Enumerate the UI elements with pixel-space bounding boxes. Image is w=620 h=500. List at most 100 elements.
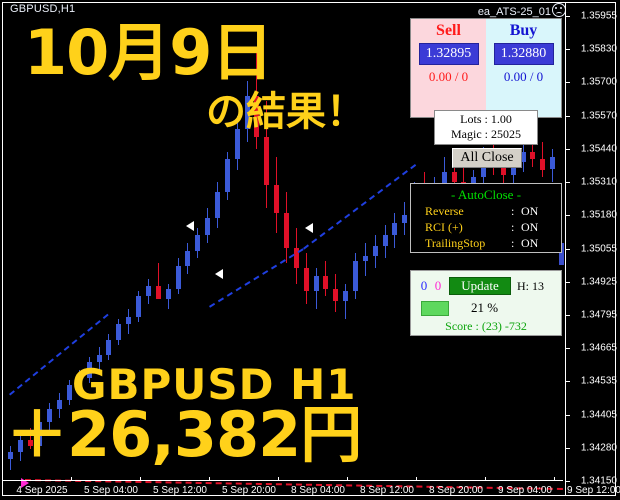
candle-body xyxy=(501,166,506,175)
candle-body xyxy=(511,161,516,175)
price-tick xyxy=(566,414,570,416)
time-axis[interactable]: 4 Sep 2025 5 Sep 04:00 5 Sep 12:00 5 Sep 20… xyxy=(0,477,620,498)
magic-value: Magic : 25025 xyxy=(451,127,521,141)
lots-magic-box: Lots : 1.00 Magic : 25025 xyxy=(434,110,538,145)
price-tick xyxy=(566,215,570,217)
percent-row: 21 % xyxy=(411,295,561,316)
white-arrow-marker xyxy=(215,269,223,279)
time-tick-label: 8 Sep 20:00 xyxy=(429,485,483,496)
price-tick-label: 1.35700 xyxy=(580,76,617,88)
blue-dashed-right xyxy=(303,164,417,250)
autoclose-separator: : xyxy=(511,236,515,250)
candle-body xyxy=(106,339,111,355)
time-tick-label: 8 Sep 04:00 xyxy=(291,485,345,496)
lots-value: Lots : 1.00 xyxy=(460,112,512,126)
autoclose-key: RCI (+) xyxy=(425,220,463,234)
candle-body xyxy=(550,156,555,170)
magenta-arrow-marker xyxy=(21,478,29,488)
autoclose-separator: : xyxy=(511,220,515,234)
candle-body xyxy=(195,235,200,251)
price-tick-label: 1.35180 xyxy=(580,209,617,221)
candle-body xyxy=(136,296,141,317)
time-tick-label: 4 Sep 2025 xyxy=(16,485,68,496)
candle-body xyxy=(8,452,13,459)
update-panel: 0 0 Update H: 13 21 % Score : (23) -732 xyxy=(410,270,562,336)
time-tick xyxy=(140,477,141,481)
price-tick-label: 1.34535 xyxy=(580,375,617,387)
all-close-button[interactable]: All Close xyxy=(452,148,522,168)
price-tick-label: 1.35955 xyxy=(580,10,617,22)
sell-buy-panel: Sell 1.32895 0.00 / 0 Buy 1.32880 0.00 /… xyxy=(410,18,562,118)
candle-body xyxy=(67,385,72,401)
price-tick xyxy=(566,348,570,350)
price-tick xyxy=(566,381,570,383)
sell-pl-value: 0.00 / 0 xyxy=(428,69,469,84)
autoclose-rows: Reverse: ON RCI (+): ON TrailingStop: ON xyxy=(411,204,561,251)
price-tick-label: 1.35830 xyxy=(580,43,617,55)
price-tick xyxy=(566,481,570,482)
candle-body xyxy=(57,400,62,410)
sell-price-button[interactable]: 1.32895 xyxy=(418,43,479,65)
update-top-row: 0 0 Update H: 13 xyxy=(411,271,561,295)
price-tick-label: 1.34925 xyxy=(580,276,617,288)
overlay-result-text: の結果！ xyxy=(206,89,366,135)
candle-wick xyxy=(463,161,464,200)
candle-body xyxy=(37,421,42,447)
candle-body xyxy=(392,222,397,236)
price-tick xyxy=(566,182,570,184)
percent-bar xyxy=(421,300,449,316)
autoclose-value: ON xyxy=(521,204,539,218)
update-button[interactable]: Update xyxy=(449,277,511,295)
candle-body xyxy=(314,276,319,292)
h-value: H: 13 xyxy=(517,278,544,293)
candle-body xyxy=(402,215,407,223)
candle-body xyxy=(373,245,378,256)
candle-body xyxy=(452,172,457,183)
price-tick-label: 1.35310 xyxy=(580,176,617,188)
candle-body xyxy=(530,151,535,160)
price-axis[interactable]: 1.35955 1.35830 1.35700 1.35570 1.35440 1.353… xyxy=(566,3,618,495)
buy-column: Buy 1.32880 0.00 / 0 xyxy=(486,19,561,117)
candle-body xyxy=(323,276,328,289)
candle-body xyxy=(225,159,230,193)
candle-body xyxy=(87,362,92,378)
price-tick-label: 1.34280 xyxy=(580,442,617,454)
candle-wick xyxy=(454,151,455,190)
price-tick-label: 1.34405 xyxy=(580,409,617,421)
ea-name-text: ea_ATS-25_01 xyxy=(477,6,551,18)
white-arrow-marker xyxy=(186,221,194,231)
candle-body xyxy=(353,260,358,292)
autoclose-key: TrailingStop xyxy=(425,236,486,250)
buy-label: Buy xyxy=(509,22,538,39)
candle-wick xyxy=(542,141,543,178)
candle-body xyxy=(442,172,447,185)
candle-body xyxy=(146,286,151,297)
time-tick xyxy=(347,477,348,481)
white-arrow-marker xyxy=(305,223,313,233)
candle-body xyxy=(77,377,82,386)
autoclose-row[interactable]: Reverse: ON xyxy=(411,204,561,219)
autoclose-key: Reverse xyxy=(425,204,464,218)
overlay-date-text: 10月9日 xyxy=(24,16,273,89)
autoclose-row[interactable]: TrailingStop: ON xyxy=(411,236,561,251)
candle-body xyxy=(294,248,299,269)
counter-magenta: 0 xyxy=(434,278,442,293)
candle-body xyxy=(264,136,269,185)
price-axis-line xyxy=(565,3,566,495)
sad-face-icon xyxy=(552,3,566,17)
price-tick-label: 1.35570 xyxy=(580,110,617,122)
candle-body xyxy=(185,250,190,266)
autoclose-row[interactable]: RCI (+): ON xyxy=(411,220,561,235)
time-tick xyxy=(71,477,72,481)
candle-body xyxy=(254,95,259,137)
candle-body xyxy=(156,286,161,299)
buy-price-button[interactable]: 1.32880 xyxy=(493,43,554,65)
candle-body xyxy=(166,288,171,299)
time-tick-label: 9 Sep 04:00 xyxy=(498,485,552,496)
candle-body xyxy=(28,439,33,447)
price-scale-marker[interactable] xyxy=(559,243,564,265)
candle-body xyxy=(116,324,121,340)
percent-value: 21 % xyxy=(471,300,499,315)
price-tick xyxy=(566,314,570,316)
